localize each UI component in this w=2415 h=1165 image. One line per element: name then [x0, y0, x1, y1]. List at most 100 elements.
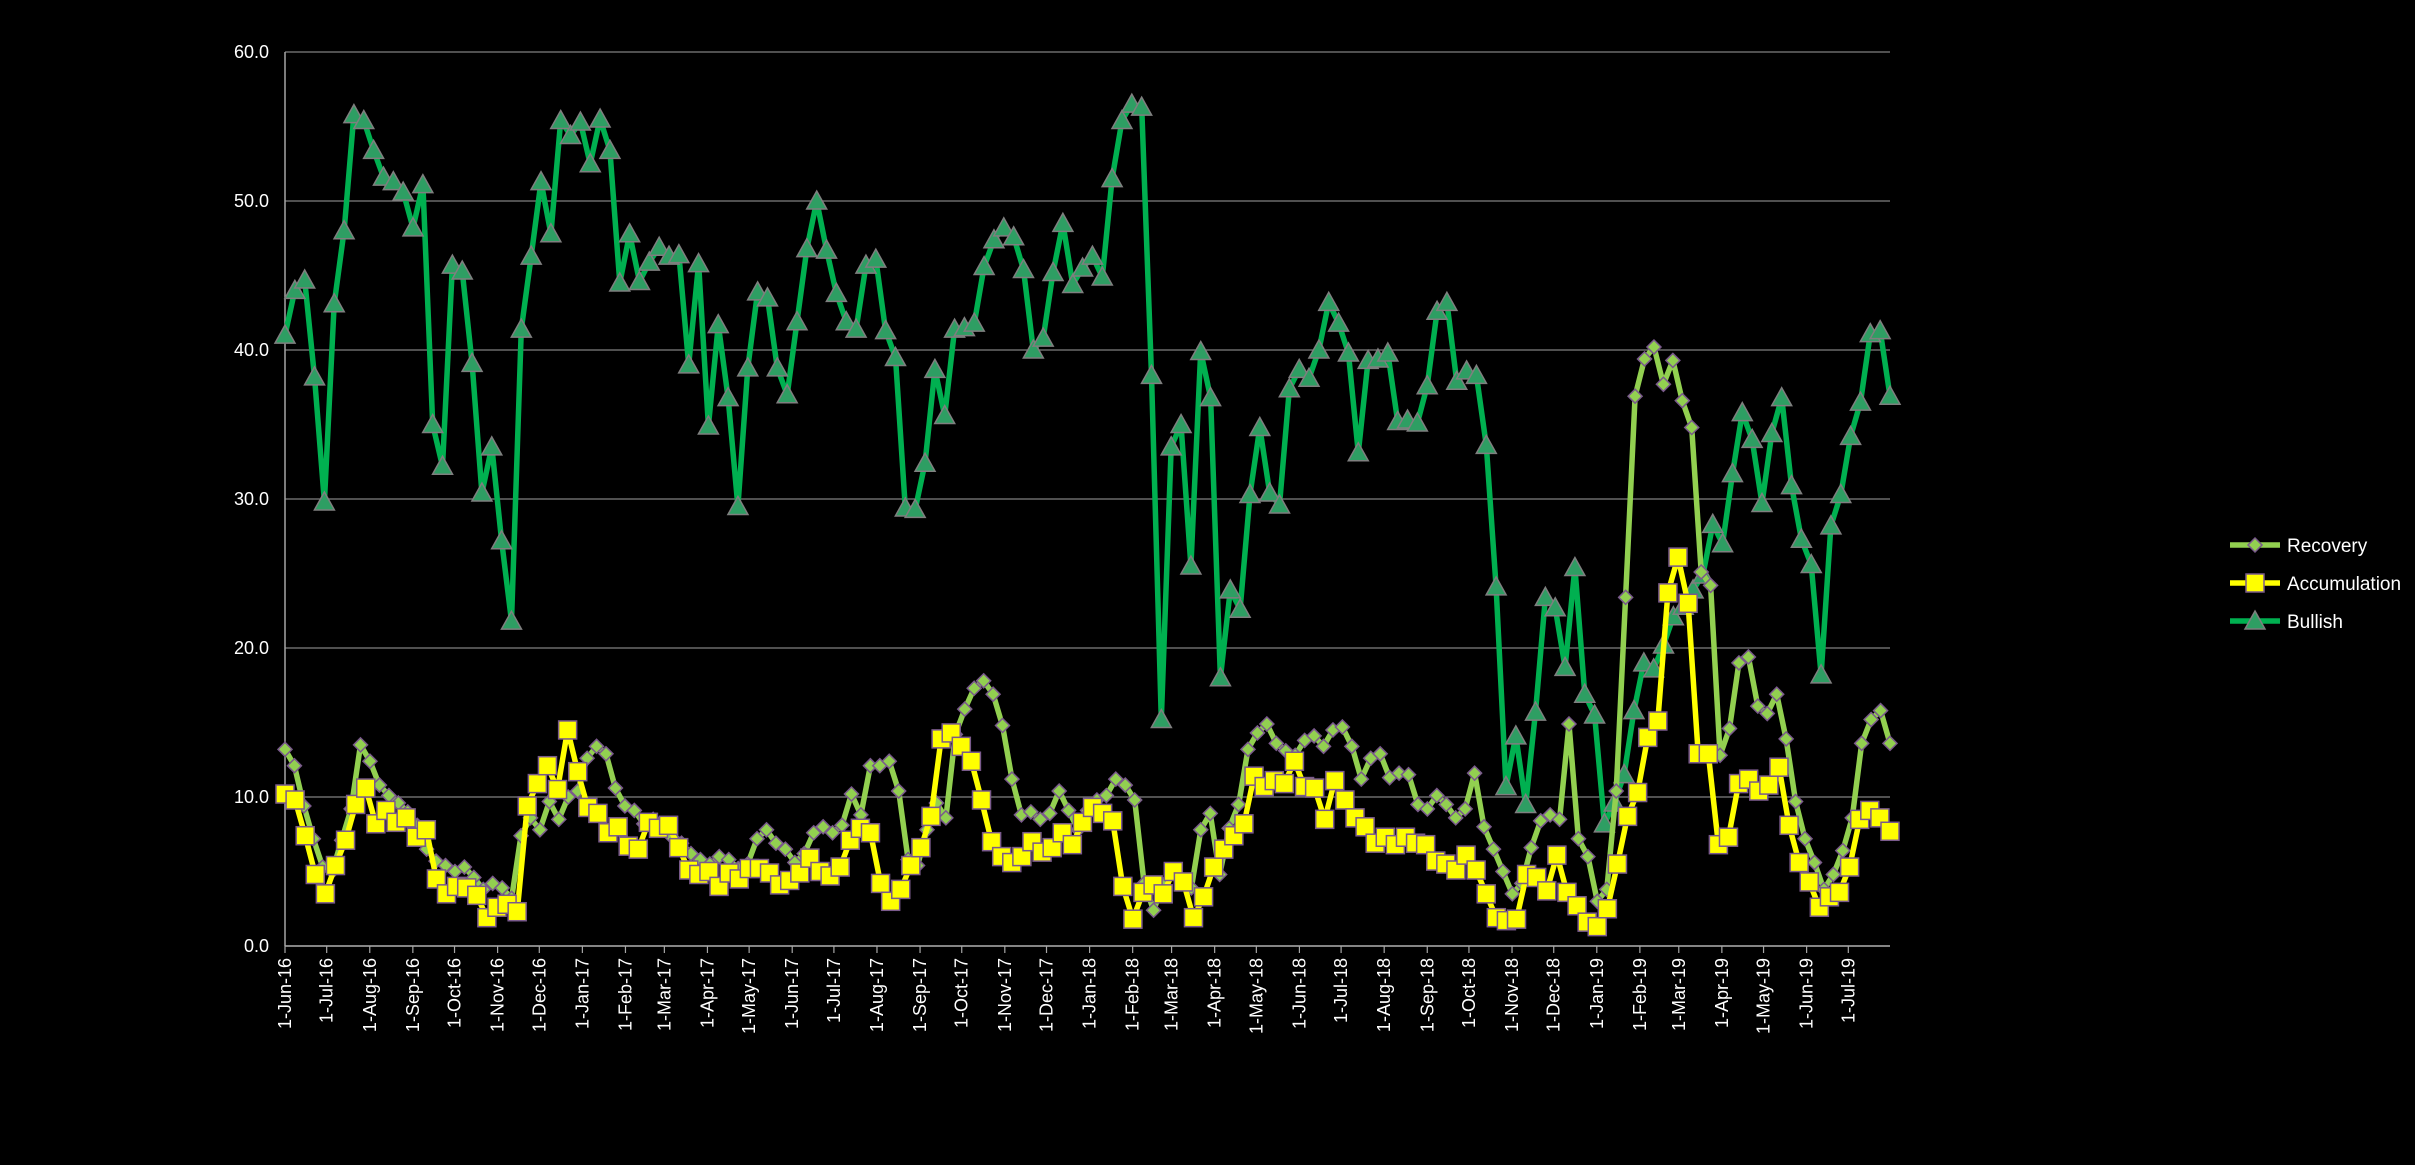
recovery-point — [1107, 771, 1124, 788]
bullish-point — [1012, 257, 1035, 279]
accumulation-point — [1537, 881, 1557, 901]
bullish-point — [706, 313, 730, 334]
accumulation-point — [1839, 857, 1860, 877]
bullish-point — [638, 250, 661, 271]
x-tick-label: 1-Oct-18 — [1459, 958, 1479, 1028]
recovery-point — [1579, 848, 1596, 865]
accumulation-point — [870, 873, 891, 894]
bullish-point — [480, 435, 504, 456]
accumulation-point — [1153, 884, 1173, 904]
bullish-point — [1150, 707, 1173, 729]
legend-item-accumulation: Accumulation — [2230, 573, 2401, 595]
recovery-point — [1730, 654, 1748, 671]
bullish-point — [1849, 390, 1872, 411]
bullish-point — [1189, 339, 1213, 361]
recovery-point — [1693, 563, 1710, 581]
bullish-point — [322, 292, 346, 313]
bullish-point — [1790, 527, 1813, 548]
accumulation-point — [628, 839, 649, 859]
bullish-point — [1740, 427, 1764, 449]
bullish-point — [1504, 724, 1528, 745]
legend-item-bullish: Bullish — [2230, 609, 2343, 633]
bullish-point — [864, 247, 888, 268]
bullish-point — [1721, 462, 1744, 483]
x-tick-label: 1-Feb-17 — [615, 958, 635, 1031]
accumulation-point — [396, 808, 416, 828]
recovery-point — [805, 824, 822, 841]
x-tick-label: 1-Feb-19 — [1630, 958, 1650, 1031]
recovery-point — [1759, 705, 1776, 722]
bullish-point — [1819, 514, 1843, 535]
bullish-point — [785, 310, 809, 331]
accumulation-point — [1123, 909, 1143, 929]
x-tick-label: 1-Jan-19 — [1587, 958, 1607, 1029]
bullish-point — [549, 108, 572, 130]
bullish-point — [1169, 412, 1193, 434]
x-tick-label: 1-Apr-18 — [1205, 958, 1225, 1028]
bullish-point — [1248, 415, 1272, 437]
accumulation-point — [1113, 876, 1133, 897]
bullish-point — [539, 222, 563, 243]
bullish-point — [1534, 585, 1557, 607]
accumulation-point — [1355, 817, 1375, 837]
bullish-point — [933, 404, 956, 425]
bullish-point — [1868, 319, 1892, 340]
recovery-point — [1051, 782, 1068, 800]
accumulation-point — [1789, 852, 1809, 873]
recovery-point — [1202, 805, 1219, 822]
bullish-point — [1642, 657, 1665, 678]
recovery-point — [1796, 830, 1814, 847]
bullish-point — [687, 252, 710, 273]
accumulation-point — [971, 790, 992, 810]
accumulation-point — [1769, 757, 1789, 777]
legend-label: Bullish — [2287, 612, 2343, 633]
bullish-point — [608, 271, 632, 292]
accumulation-point — [315, 884, 336, 904]
x-tick-label: 1-Sep-18 — [1417, 958, 1437, 1032]
bullish-point — [628, 269, 651, 291]
recovery-point — [1627, 388, 1644, 405]
y-tick-label: 30.0 — [234, 489, 269, 509]
recovery-point — [361, 753, 379, 770]
accumulation-point — [1102, 811, 1123, 831]
x-tick-label: 1-Apr-19 — [1712, 958, 1732, 1028]
recovery-point — [1428, 787, 1445, 804]
accumulation-point — [416, 820, 437, 840]
bullish-point — [982, 228, 1006, 249]
bullish-point — [569, 110, 592, 131]
recovery-point — [994, 717, 1011, 734]
x-axis: 1-Jun-16 1-Jul-16 1-Aug-16 1-Sep-16 1-Oct-16… — [275, 945, 1890, 1034]
bullish-point — [913, 451, 937, 472]
x-tick-label: 1-Sep-17 — [910, 958, 930, 1032]
legend-swatch-marker — [2243, 609, 2267, 630]
accumulation-point — [1456, 845, 1476, 865]
bullish-point — [588, 107, 612, 128]
legend-label: Recovery — [2287, 536, 2368, 557]
bullish-point — [1238, 482, 1262, 504]
bullish-point — [391, 180, 415, 201]
bullish-point — [1583, 703, 1606, 724]
x-tick-label: 1-Jun-16 — [275, 958, 295, 1029]
accumulation-point — [658, 815, 679, 836]
bullish-point — [1071, 256, 1094, 277]
accumulation-point — [527, 773, 548, 794]
accumulation-point — [1325, 770, 1345, 791]
recovery-point — [1872, 702, 1889, 719]
recovery-point — [1702, 577, 1719, 594]
bullish-point — [697, 414, 720, 435]
bullish-point — [283, 278, 307, 300]
accumulation-point — [507, 901, 527, 922]
recovery-point — [1041, 805, 1058, 822]
x-tick-label: 1-Oct-16 — [445, 958, 465, 1028]
bullish-point — [844, 317, 868, 338]
bullish-point — [1573, 682, 1597, 703]
bullish-point — [1081, 244, 1104, 265]
bullish-point — [1031, 326, 1055, 347]
recovery-point — [1551, 811, 1568, 828]
bullish-point — [1219, 578, 1242, 599]
accumulation-point — [1718, 827, 1739, 847]
x-tick-label: 1-Jul-18 — [1331, 958, 1351, 1023]
recovery-point — [767, 835, 785, 852]
recovery-point — [1664, 352, 1681, 369]
